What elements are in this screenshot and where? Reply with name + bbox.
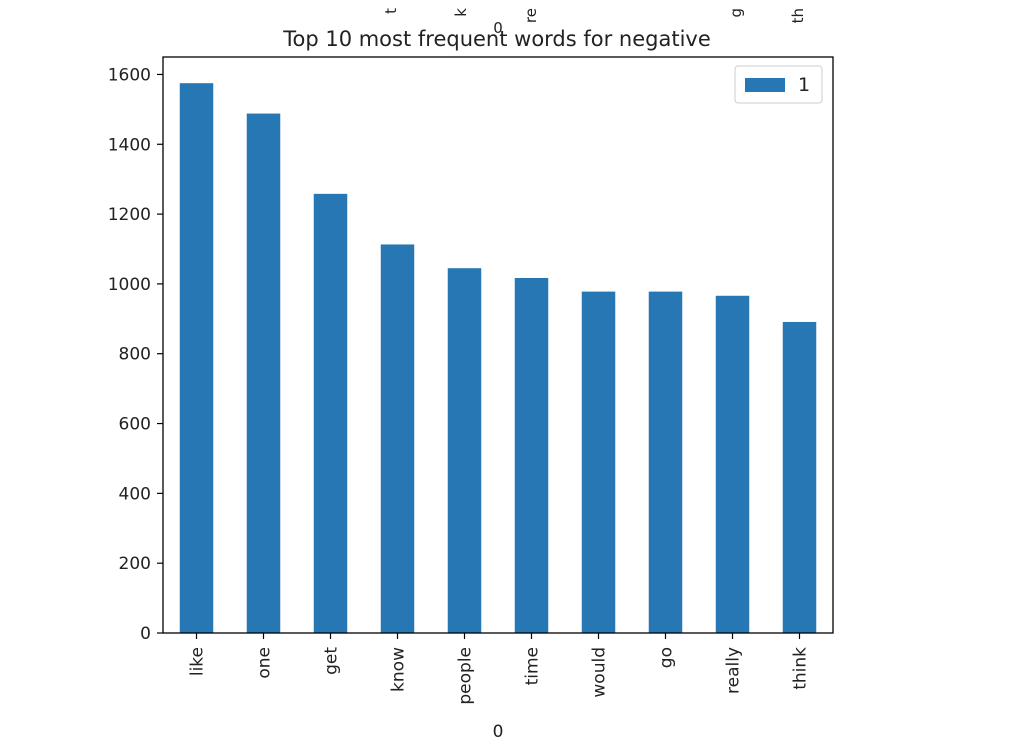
bar [313, 193, 348, 634]
bar [380, 244, 415, 633]
chart-title: Top 10 most frequent words for negative [282, 27, 711, 51]
y-axis: 0 200 400 600 800 1000 1200 1400 1600 [108, 65, 163, 644]
bar [514, 277, 549, 633]
legend-label: 1 [798, 74, 810, 96]
y-tick-label: 400 [119, 484, 151, 504]
cropped-tick-label: k [452, 8, 470, 17]
cropped-tick-label: th [789, 8, 807, 23]
bar [179, 83, 214, 633]
y-tick-label: 800 [119, 345, 151, 365]
x-tick-label: think [791, 647, 811, 690]
x-tick-label: really [724, 647, 744, 694]
cropped-axis-label: 0 [493, 19, 503, 37]
x-tick-label: get [322, 647, 342, 675]
x-axis-label: 0 [493, 722, 504, 742]
y-tick-label: 200 [119, 554, 151, 574]
bar [715, 295, 750, 633]
legend-swatch [745, 78, 785, 92]
x-tick-label: would [590, 647, 610, 698]
cropped-tick-label: g [727, 8, 745, 18]
x-tick-label: know [389, 647, 409, 692]
x-tick-label: one [255, 647, 275, 679]
bar [447, 268, 482, 633]
x-tick-label: go [657, 647, 677, 668]
bar [782, 321, 817, 633]
bar [581, 291, 616, 633]
x-tick-label: people [456, 647, 476, 705]
bar [648, 291, 683, 633]
bar [246, 113, 281, 633]
legend: 1 [734, 65, 823, 104]
cropped-previous-chart: t k re g th 0 [382, 8, 807, 37]
plot-frame [162, 56, 834, 634]
y-tick-label: 600 [119, 415, 151, 435]
bars [179, 83, 817, 634]
y-tick-label: 1200 [108, 205, 151, 225]
y-tick-label: 1400 [108, 135, 151, 155]
y-tick-label: 1600 [108, 65, 151, 85]
x-axis: like one get know people time would go really thi… [188, 633, 811, 705]
cropped-tick-label: t [382, 8, 400, 14]
y-tick-label: 0 [140, 624, 151, 644]
cropped-tick-label: re [522, 8, 540, 23]
x-tick-label: time [523, 647, 543, 685]
x-tick-label: like [188, 647, 208, 676]
y-tick-label: 1000 [108, 275, 151, 295]
